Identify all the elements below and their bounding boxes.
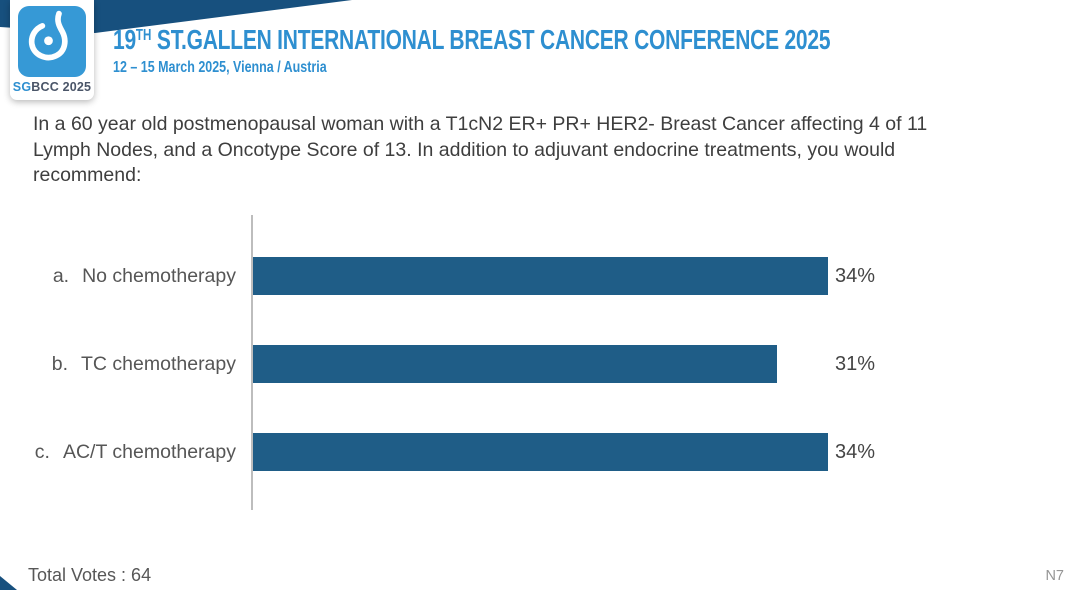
logo-caption-bcc: BCC 2025	[31, 80, 92, 94]
option-c-percent: 34%	[835, 440, 876, 463]
option-b-text: TC chemotherapy	[81, 352, 236, 375]
option-a-label: a. No chemotherapy	[0, 232, 236, 320]
total-votes-label: Total Votes : 64	[28, 565, 152, 585]
option-b-label: b. TC chemotherapy	[0, 320, 236, 408]
title-ordinal-sup: TH	[135, 27, 152, 44]
option-c-text: AC/T chemotherapy	[62, 440, 236, 463]
sgbcc-logo-caption: SGBCC 2025	[13, 80, 91, 94]
slide-code: N7	[1045, 568, 1064, 584]
question-line-3: recommend:	[33, 164, 142, 186]
option-b-bar	[253, 345, 777, 383]
title-rest: ST.GALLEN INTERNATIONAL BREAST CANCER CO…	[151, 24, 831, 55]
conference-title: 19TH ST.GALLEN INTERNATIONAL BREAST CANC…	[113, 24, 831, 56]
option-a-percent: 34%	[835, 264, 876, 287]
chart-rows: a. No chemotherapy 34% b. TC chemotherap…	[0, 232, 1080, 496]
chart-baseline-axis	[251, 215, 253, 510]
conference-date-location: 12 – 15 March 2025, Vienna / Austria	[113, 59, 327, 76]
question-line-1: In a 60 year old postmenopausal woman wi…	[33, 113, 928, 135]
option-c-bar	[253, 433, 828, 471]
chart-row-c: c. AC/T chemotherapy 34%	[0, 408, 1080, 496]
title-prefix: 19	[113, 24, 136, 55]
option-c-marker: c.	[34, 440, 50, 463]
option-a-marker: a.	[52, 264, 70, 287]
option-c-label: c. AC/T chemotherapy	[0, 408, 236, 496]
sgbcc-logo	[18, 6, 86, 77]
option-a-bar	[253, 257, 828, 295]
logo-caption-sg: SG	[12, 80, 32, 94]
chart-row-a: a. No chemotherapy 34%	[0, 232, 1080, 320]
bottom-left-navy-corner	[0, 576, 17, 590]
sgbcc-logo-card: SGBCC 2025	[10, 0, 94, 100]
option-a-text: No chemotherapy	[82, 264, 236, 287]
poll-results-bar-chart: a. No chemotherapy 34% b. TC chemotherap…	[0, 215, 1080, 511]
poll-question: In a 60 year old postmenopausal woman wi…	[33, 112, 1023, 189]
option-b-percent: 31%	[835, 352, 876, 375]
option-b-marker: b.	[51, 352, 69, 375]
sgbcc-breast-icon	[24, 10, 80, 73]
question-line-2: Lymph Nodes, and a Oncotype Score of 13.…	[33, 138, 896, 161]
chart-row-b: b. TC chemotherapy 31%	[0, 320, 1080, 408]
